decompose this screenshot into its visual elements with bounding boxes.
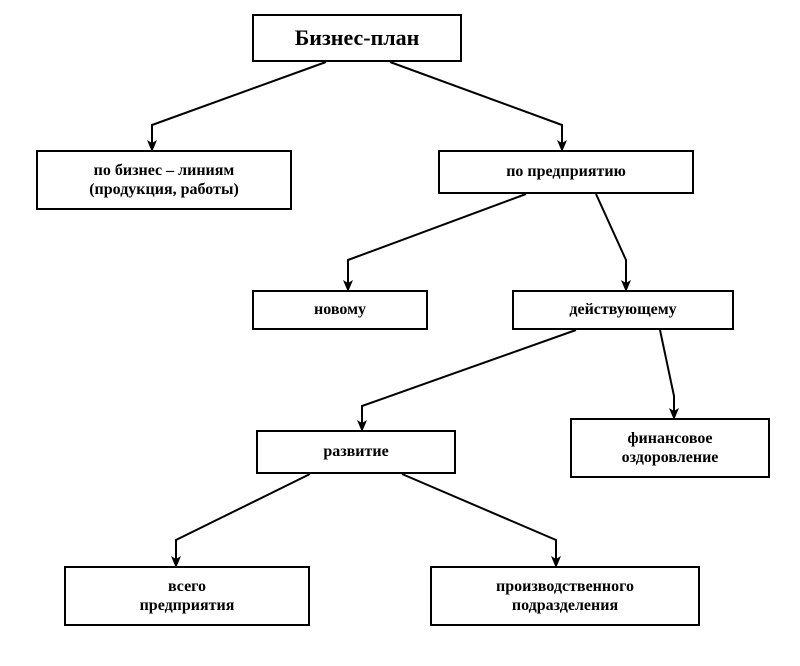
node-label: производственного подразделения — [490, 577, 640, 615]
edge-root-biz-lines — [152, 62, 326, 150]
node-unit: производственного подразделения — [430, 566, 700, 626]
node-new: новому — [252, 290, 428, 330]
edge-company-existing — [596, 194, 626, 290]
node-label: по предприятию — [500, 162, 632, 181]
node-label: новому — [308, 300, 372, 319]
node-root: Бизнес-план — [252, 14, 462, 62]
node-label: действующему — [563, 300, 682, 319]
node-label: финансовое оздоровление — [616, 429, 725, 467]
node-biz-lines: по бизнес – линиям (продукция, работы) — [36, 150, 292, 210]
node-finance: финансовое оздоровление — [570, 418, 770, 478]
edge-develop-unit — [402, 474, 556, 566]
node-whole: всего предприятия — [64, 566, 310, 626]
node-company: по предприятию — [438, 150, 694, 194]
node-label: всего предприятия — [134, 577, 241, 615]
node-develop: развитие — [256, 430, 456, 474]
edge-company-new — [348, 194, 526, 290]
edge-existing-develop — [362, 330, 576, 430]
edge-existing-finance — [660, 330, 674, 418]
edge-root-company — [390, 62, 562, 150]
edge-develop-whole — [176, 474, 310, 566]
diagram-canvas: Бизнес-план по бизнес – линиям (продукция… — [0, 0, 800, 666]
node-label: по бизнес – линиям (продукция, работы) — [83, 161, 245, 199]
node-existing: действующему — [512, 290, 734, 330]
node-label: Бизнес-план — [289, 25, 426, 51]
node-label: развитие — [317, 442, 394, 461]
